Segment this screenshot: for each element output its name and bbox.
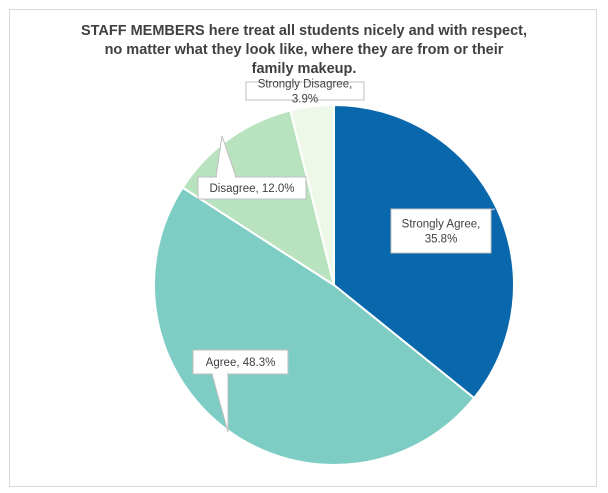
data-label-strongly-agree: Strongly Agree, 35.8% [390, 208, 496, 254]
data-label-text: Agree, 48.3% [206, 357, 276, 369]
callout-box [197, 176, 307, 200]
data-label-text: 3.9% [292, 94, 318, 106]
data-label-strongly-disagree: Strongly Disagree, 3.9% [245, 79, 365, 106]
data-label-agree: Agree, 48.3% [192, 349, 289, 433]
data-label-text: 35.8% [425, 234, 458, 246]
chart-title-line-3: family makeup. [251, 61, 357, 77]
data-label-text: Strongly Agree, [402, 219, 481, 231]
chart-title-line-2: no matter what they look like, where the… [104, 42, 504, 58]
data-label-text: Disagree, 12.0% [209, 183, 294, 195]
callout-box [192, 349, 289, 375]
callout-box [390, 208, 492, 254]
chart-title: STAFF MEMBERS here treat all students ni… [60, 22, 548, 79]
data-label-text: Strongly Disagree, [258, 79, 353, 91]
chart-title-line-1: STAFF MEMBERS here treat all students ni… [80, 23, 528, 39]
pie-slice-agree [153, 186, 476, 466]
pie-slice-strongly-disagree [289, 103, 335, 286]
data-label-disagree: Disagree, 12.0% [197, 135, 307, 200]
